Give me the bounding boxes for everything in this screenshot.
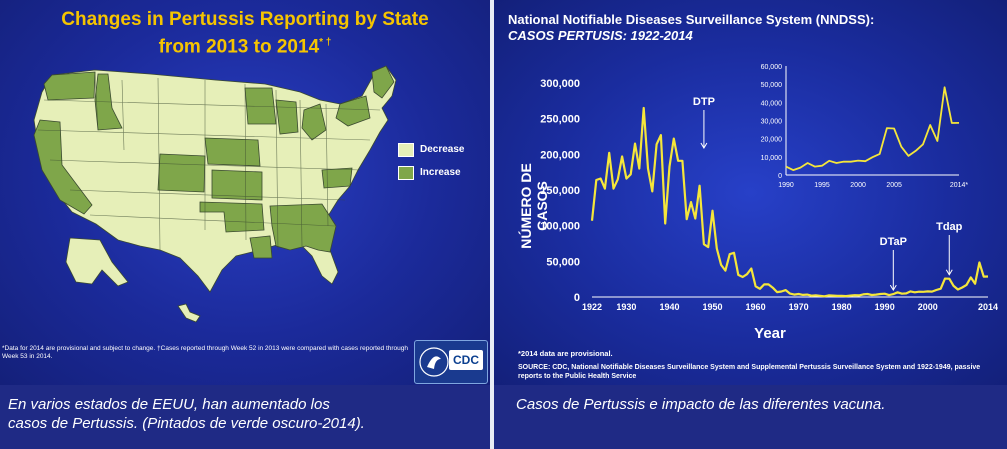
provisional-note: *2014 data are provisional. (518, 349, 613, 358)
inset-x-tick-label: 1990 (778, 182, 794, 189)
map-footnote: *Data for 2014 are provisional and subje… (2, 345, 409, 360)
us-map (33, 65, 397, 323)
inset-y-tick-label: 50,000 (761, 82, 783, 89)
right-caption: Casos de Pertussis e impacto de las dife… (494, 385, 1007, 449)
y-tick-label: 200,000 (540, 149, 580, 161)
hhs-eagle-icon (419, 347, 449, 377)
annotation-arrowhead (889, 284, 897, 292)
x-tick-label: 1922 (582, 302, 602, 312)
chart-title-line1: National Notifiable Diseases Surveillanc… (508, 12, 875, 27)
state-washington (43, 71, 96, 101)
inset-series-line (785, 86, 960, 171)
x-axis-label: Year (754, 325, 786, 342)
y-tick-label: 50,000 (546, 256, 580, 268)
legend-decrease-label: Decrease (420, 144, 465, 155)
map-title: Changes in Pertussis Reporting by State … (0, 8, 490, 58)
annotation-label: DTaP (880, 236, 907, 248)
inset-y-tick-label: 0 (778, 173, 782, 180)
x-tick-label: 2000 (918, 302, 938, 312)
state-virginia (321, 167, 353, 189)
right-caption-text: Casos de Pertussis e impacto de las dife… (516, 396, 886, 413)
main-chart: 0 50,000 100,000 150,000 200,000 250,000 300,0… (540, 78, 998, 342)
state-wisconsin (275, 99, 299, 135)
map-title-line1: Changes in Pertussis Reporting by State (61, 9, 429, 30)
y-tick-label: 0 (574, 292, 580, 304)
x-tick-label: 1970 (789, 302, 809, 312)
left-panel: Changes in Pertussis Reporting by State … (0, 0, 490, 385)
annotation-arrowhead (945, 269, 953, 276)
state-minnesota (244, 87, 277, 125)
map-title-marks: * † (319, 37, 332, 48)
state-southeast (269, 203, 337, 253)
state-newyork (335, 95, 371, 127)
inset-y-tick-label: 30,000 (761, 119, 783, 126)
x-tick-label: 1960 (746, 302, 766, 312)
annotation-label: Tdap (936, 221, 963, 233)
inset-chart: 0 10,000 20,000 30,000 40,000 50,000 60,000 199… (761, 64, 969, 189)
left-caption-line2: casos de Pertussis. (Pintados de verde o… (8, 415, 365, 432)
panel-divider (490, 0, 494, 449)
right-panel: National Notifiable Diseases Surveillanc… (494, 0, 1007, 385)
inset-x-tick-label: 2000 (850, 182, 866, 189)
annotation-arrowhead (700, 142, 708, 149)
series-line (590, 106, 989, 298)
inset-x-tick-label: 2014* (950, 182, 969, 189)
y-tick-label: 150,000 (540, 185, 580, 197)
legend-increase-swatch (398, 166, 414, 180)
chart-title: National Notifiable Diseases Surveillanc… (508, 12, 874, 44)
state-hawaii (177, 303, 201, 323)
state-alaska (65, 237, 129, 287)
state-michigan (301, 103, 327, 141)
inset-y-tick-label: 20,000 (761, 137, 783, 144)
state-louisiana (249, 235, 273, 259)
cdc-logo: CDC (414, 340, 488, 384)
state-oklahoma (199, 201, 265, 233)
map-title-line2: from 2013 to 2014 (158, 36, 320, 58)
x-tick-label: 1980 (832, 302, 852, 312)
chart-title-line2: CASOS PERTUSIS: 1922-2014 (508, 28, 693, 43)
legend-decrease-swatch (398, 143, 414, 157)
x-tick-label: 1940 (659, 302, 679, 312)
legend-increase-label: Increase (420, 167, 461, 178)
x-tick-label: 1950 (703, 302, 723, 312)
y-tick-label: 250,000 (540, 114, 580, 126)
left-caption: En varios estados de EEUU, han aumentado… (0, 385, 490, 449)
x-tick-label: 1930 (616, 302, 636, 312)
inset-x-tick-label: 1995 (814, 182, 830, 189)
inset-y-tick-label: 40,000 (761, 100, 783, 107)
state-colorado (157, 153, 206, 193)
source-note: SOURCE: CDC, National Notifiable Disease… (518, 364, 981, 380)
inset-y-tick-label: 60,000 (761, 64, 783, 71)
annotation-label: DTP (693, 96, 715, 108)
y-tick-label: 300,000 (540, 78, 580, 90)
y-tick-label: 100,000 (540, 221, 580, 233)
inset-y-tick-label: 10,000 (761, 155, 783, 162)
cdc-logo-text: CDC (449, 350, 483, 370)
x-tick-label: 2014 (978, 302, 998, 312)
x-tick-label: 1990 (875, 302, 895, 312)
left-caption-line1: En varios estados de EEUU, han aumentado… (8, 396, 330, 413)
state-maine (371, 65, 395, 99)
state-nebraska (204, 137, 261, 167)
inset-x-tick-label: 2005 (886, 182, 902, 189)
